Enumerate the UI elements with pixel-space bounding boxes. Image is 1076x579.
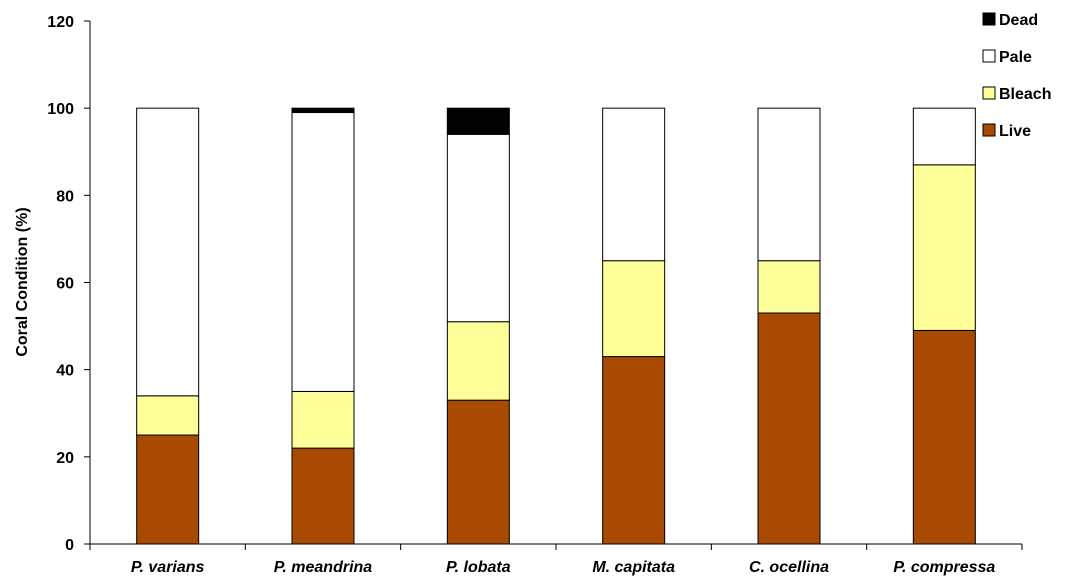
legend-label-pale: Pale xyxy=(999,49,1032,66)
x-tick-label: M. capitata xyxy=(592,559,675,576)
bar-segment-bleach xyxy=(446,321,510,401)
x-tick-label: C. ocellina xyxy=(749,559,829,576)
bar-segment-live xyxy=(291,447,355,545)
legend-label-bleach: Bleach xyxy=(999,86,1051,103)
bar-segment-pale xyxy=(136,107,200,397)
bar-segment-pale xyxy=(446,133,510,323)
y-tick-label: 80 xyxy=(56,188,74,205)
legend: Dead Pale Bleach Live xyxy=(982,12,1051,140)
y-tick-label: 60 xyxy=(56,276,74,293)
y-axis: 0 20 40 60 80 100 120 xyxy=(47,14,91,554)
bar-segment-pale xyxy=(757,107,821,262)
bar-segment-dead xyxy=(291,107,355,114)
bar-segment-pale xyxy=(602,107,666,262)
bar-segment-dead xyxy=(446,107,510,135)
bar-segment-live xyxy=(446,399,510,545)
bars xyxy=(136,107,976,545)
legend-swatch-pale xyxy=(982,49,996,63)
bar-segment-bleach xyxy=(136,395,200,436)
legend-label-dead: Dead xyxy=(999,12,1038,29)
x-tick-label: P. compressa xyxy=(893,559,995,576)
x-tick-label: P. meandrina xyxy=(274,559,373,576)
legend-swatch-live xyxy=(982,123,996,137)
y-tick-label: 40 xyxy=(56,363,74,380)
legend-swatch-dead xyxy=(982,12,996,26)
y-axis-title: Coral Condition (%) xyxy=(14,207,31,356)
y-tick-label: 120 xyxy=(47,14,74,31)
x-tick-label: P. varians xyxy=(131,559,205,576)
bar-segment-live xyxy=(602,356,666,545)
x-tick-label: P. lobata xyxy=(446,559,511,576)
bar-segment-live xyxy=(136,434,200,545)
bar-segment-pale xyxy=(291,112,355,392)
bar-segment-bleach xyxy=(291,390,355,449)
bar-segment-bleach xyxy=(912,164,976,331)
y-tick-label: 0 xyxy=(65,537,74,554)
y-tick-label: 100 xyxy=(47,101,74,118)
bar-segment-bleach xyxy=(757,260,821,314)
bar-segment-live xyxy=(912,329,976,545)
x-axis: P. varians P. meandrina P. lobata M. capita… xyxy=(89,543,1023,576)
y-tick-label: 20 xyxy=(56,450,74,467)
bar-segment-live xyxy=(757,312,821,545)
bar-segment-bleach xyxy=(602,260,666,358)
legend-swatch-bleach xyxy=(982,86,996,100)
bar-segment-pale xyxy=(912,107,976,166)
legend-label-live: Live xyxy=(999,123,1031,140)
